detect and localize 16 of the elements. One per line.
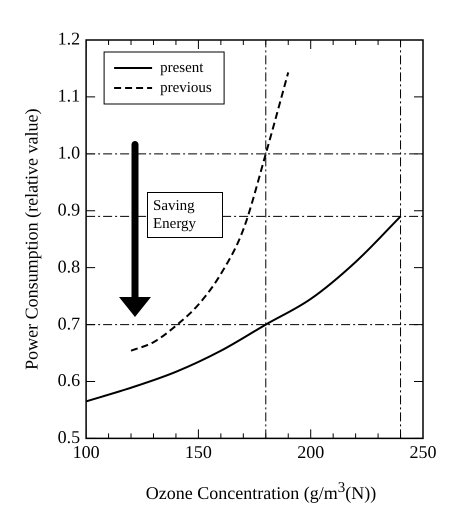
legend-label: previous bbox=[160, 80, 212, 96]
x-tick-label: 200 bbox=[297, 442, 324, 462]
x-axis-title: Ozone Concentration (g/m$^{3}$(N)) bbox=[144, 480, 378, 504]
annotation: Saving Energy bbox=[147, 192, 223, 238]
y-tick-label: 0.5 bbox=[58, 427, 80, 448]
x-tick-label: 150 bbox=[184, 442, 212, 462]
y-tick-label: 0.9 bbox=[58, 199, 80, 220]
legend-label: present bbox=[160, 60, 204, 76]
y-axis-title: Power Consumption (relative value) bbox=[22, 108, 42, 370]
y-tick-label: 1.1 bbox=[58, 86, 80, 106]
y-tick-label: 1.2 bbox=[58, 28, 80, 49]
y-tick-label: 0.6 bbox=[58, 370, 80, 390]
x-tick-label: 250 bbox=[410, 442, 436, 462]
y-tick-label: 0.7 bbox=[58, 313, 80, 334]
y-tick-label: 1.0 bbox=[58, 142, 80, 163]
y-tick-label: 0.8 bbox=[58, 256, 80, 276]
